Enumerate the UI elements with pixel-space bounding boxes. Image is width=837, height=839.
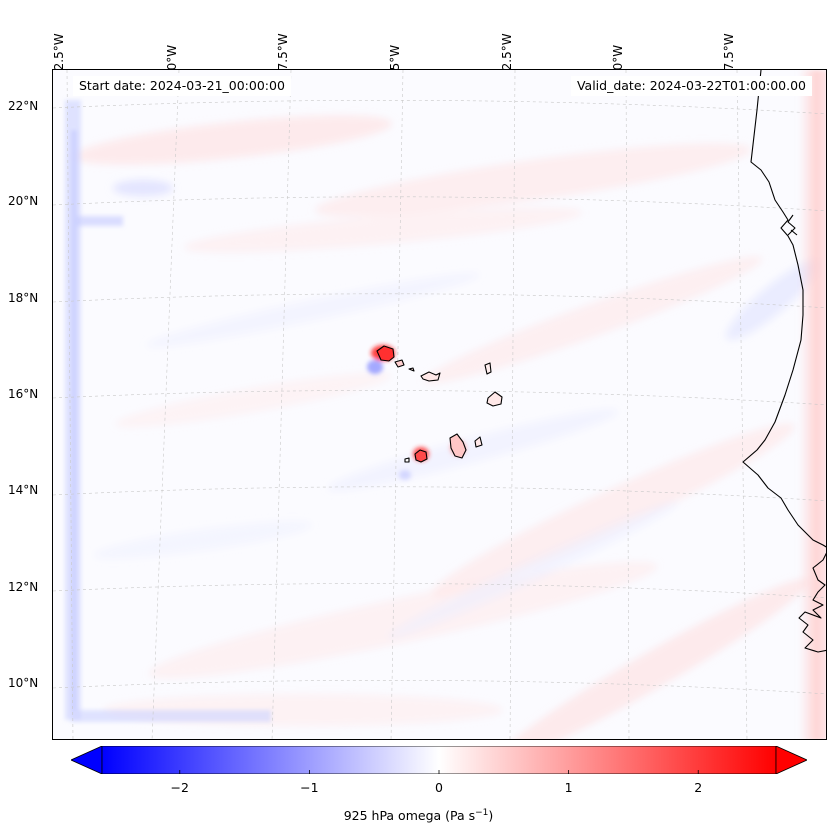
start-date-label: Start date: 2024-03-21_00:00:00: [73, 76, 291, 96]
lat-label-20n: 20°N: [8, 194, 39, 208]
island-santa-luzia: [408, 367, 415, 372]
africa-coast-south: [798, 552, 826, 653]
boundary-artifacts: [65, 70, 826, 739]
lat-label-22n: 22°N: [8, 99, 39, 113]
island-brava: [404, 457, 410, 463]
colorbar-label: 925 hPa omega (Pa s−1): [0, 808, 837, 823]
colorbar-tick-label: −2: [170, 780, 189, 795]
island-fogo: [414, 449, 428, 463]
colorbar-tick-label: 0: [435, 780, 443, 795]
colorbar-tick-marks: [179, 770, 699, 774]
colorbar-gradient: [101, 746, 777, 774]
colorbar-tick-label: 1: [564, 780, 573, 795]
colorbar-label-text: 925 hPa omega (Pa s: [343, 808, 476, 824]
island-sao-nicolau: [420, 371, 441, 382]
lat-label-14n: 14°N: [8, 483, 39, 497]
valid-date-label: Valid_date: 2024-03-22T01:00:00.00: [570, 76, 812, 96]
omega-field-map: [53, 70, 826, 739]
colorbar-label-exponent: −1: [475, 808, 489, 818]
lat-label-12n: 12°N: [8, 580, 39, 594]
island-sao-vicente: [394, 359, 405, 368]
lat-label-10n: 10°N: [8, 676, 39, 690]
island-santiago: [449, 433, 467, 459]
colorbar-label-end: ): [488, 808, 494, 824]
coastlines: [376, 70, 826, 653]
field-shading: [73, 115, 820, 739]
island-sal: [484, 362, 492, 375]
graticule: [53, 70, 826, 739]
lat-label-18n: 18°N: [8, 291, 39, 305]
colorbar-max-extend: [775, 746, 807, 774]
colorbar-tick-label: 2: [694, 780, 703, 795]
island-santo-antao: [376, 345, 395, 362]
island-boa-vista: [486, 391, 503, 407]
colorbar: [71, 746, 807, 774]
lat-label-16n: 16°N: [8, 387, 39, 401]
colorbar-min-extend: [71, 746, 103, 774]
colorbar-tick-label: −1: [300, 780, 319, 795]
africa-coast-north: [742, 70, 826, 548]
island-maio: [474, 436, 483, 448]
banc-arguin: [787, 214, 798, 236]
map-panel: [52, 69, 827, 740]
